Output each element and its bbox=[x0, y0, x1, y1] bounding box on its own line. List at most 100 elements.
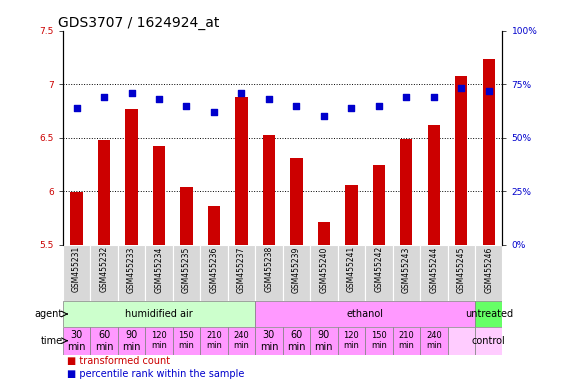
Bar bbox=[317, 222, 330, 245]
Bar bbox=[310, 327, 337, 355]
Text: 240
min: 240 min bbox=[234, 331, 250, 351]
Text: GSM455235: GSM455235 bbox=[182, 246, 191, 293]
Bar bbox=[373, 166, 385, 245]
Bar bbox=[290, 158, 303, 245]
Bar bbox=[420, 245, 448, 301]
Point bbox=[292, 103, 301, 109]
Point bbox=[347, 104, 356, 111]
Text: GSM455243: GSM455243 bbox=[402, 246, 411, 293]
Text: 60
min: 60 min bbox=[287, 330, 305, 351]
Bar bbox=[428, 125, 440, 245]
Text: 90
min: 90 min bbox=[122, 330, 141, 351]
Point bbox=[264, 96, 274, 102]
Text: GSM455242: GSM455242 bbox=[375, 246, 383, 293]
Text: 150
min: 150 min bbox=[179, 331, 194, 351]
Text: control: control bbox=[472, 336, 505, 346]
Text: GSM455245: GSM455245 bbox=[457, 246, 466, 293]
Text: GSM455241: GSM455241 bbox=[347, 246, 356, 293]
Text: 240
min: 240 min bbox=[426, 331, 442, 351]
Point bbox=[374, 103, 383, 109]
Bar bbox=[400, 139, 412, 245]
Point bbox=[402, 94, 411, 100]
Text: GSM455240: GSM455240 bbox=[319, 246, 328, 293]
Text: 30
min: 30 min bbox=[67, 330, 86, 351]
Bar bbox=[475, 245, 502, 301]
Bar bbox=[393, 245, 420, 301]
Bar bbox=[208, 206, 220, 245]
Text: GSM455233: GSM455233 bbox=[127, 246, 136, 293]
Text: 150
min: 150 min bbox=[371, 331, 387, 351]
Bar bbox=[345, 185, 357, 245]
Bar bbox=[200, 327, 228, 355]
Bar bbox=[173, 327, 200, 355]
Point bbox=[99, 94, 108, 100]
Point bbox=[484, 88, 493, 94]
Text: GSM455232: GSM455232 bbox=[99, 246, 108, 293]
Text: GSM455237: GSM455237 bbox=[237, 246, 246, 293]
Point bbox=[127, 89, 136, 96]
Text: untreated: untreated bbox=[465, 309, 513, 319]
Bar bbox=[63, 245, 90, 301]
Text: GSM455246: GSM455246 bbox=[484, 246, 493, 293]
Bar bbox=[200, 245, 228, 301]
Bar bbox=[180, 187, 192, 245]
Bar bbox=[283, 245, 310, 301]
Text: GSM455238: GSM455238 bbox=[264, 246, 274, 293]
Bar bbox=[228, 327, 255, 355]
Bar bbox=[125, 109, 138, 245]
Bar bbox=[455, 76, 468, 245]
Text: humidified air: humidified air bbox=[125, 309, 193, 319]
Bar bbox=[63, 301, 255, 327]
Bar bbox=[153, 146, 165, 245]
Point bbox=[72, 104, 81, 111]
Text: GSM455236: GSM455236 bbox=[210, 246, 219, 293]
Bar bbox=[235, 97, 248, 245]
Bar bbox=[310, 245, 337, 301]
Bar bbox=[98, 140, 110, 245]
Bar bbox=[482, 58, 495, 245]
Text: 30
min: 30 min bbox=[260, 330, 278, 351]
Text: GSM455244: GSM455244 bbox=[429, 246, 439, 293]
Point bbox=[182, 103, 191, 109]
Bar bbox=[448, 245, 475, 301]
Text: GSM455231: GSM455231 bbox=[72, 246, 81, 293]
Bar bbox=[90, 245, 118, 301]
Text: GDS3707 / 1624924_at: GDS3707 / 1624924_at bbox=[58, 16, 220, 30]
Bar bbox=[448, 327, 475, 355]
Bar bbox=[263, 136, 275, 245]
Text: 210
min: 210 min bbox=[399, 331, 414, 351]
Bar bbox=[475, 327, 502, 355]
Text: ■ transformed count: ■ transformed count bbox=[67, 356, 170, 366]
Bar bbox=[145, 327, 173, 355]
Text: agent: agent bbox=[35, 309, 63, 319]
Bar bbox=[228, 245, 255, 301]
Bar bbox=[365, 245, 393, 301]
Bar bbox=[255, 327, 283, 355]
Bar bbox=[337, 245, 365, 301]
Bar bbox=[475, 301, 502, 327]
Point bbox=[210, 109, 219, 115]
Bar bbox=[90, 327, 118, 355]
Bar bbox=[337, 327, 365, 355]
Point bbox=[154, 96, 163, 102]
Text: time: time bbox=[41, 336, 63, 346]
Text: 120
min: 120 min bbox=[343, 331, 359, 351]
Point bbox=[429, 94, 439, 100]
Text: 120
min: 120 min bbox=[151, 331, 167, 351]
Bar bbox=[365, 327, 393, 355]
Point bbox=[457, 85, 466, 91]
Text: ethanol: ethanol bbox=[347, 309, 384, 319]
Text: 60
min: 60 min bbox=[95, 330, 113, 351]
Bar bbox=[173, 245, 200, 301]
Text: GSM455239: GSM455239 bbox=[292, 246, 301, 293]
Bar bbox=[420, 327, 448, 355]
Text: 210
min: 210 min bbox=[206, 331, 222, 351]
Bar bbox=[255, 245, 283, 301]
Bar bbox=[393, 327, 420, 355]
Bar bbox=[145, 245, 173, 301]
Text: GSM455234: GSM455234 bbox=[155, 246, 163, 293]
Bar bbox=[63, 327, 90, 355]
Bar bbox=[255, 301, 475, 327]
Point bbox=[319, 113, 328, 119]
Bar bbox=[118, 245, 145, 301]
